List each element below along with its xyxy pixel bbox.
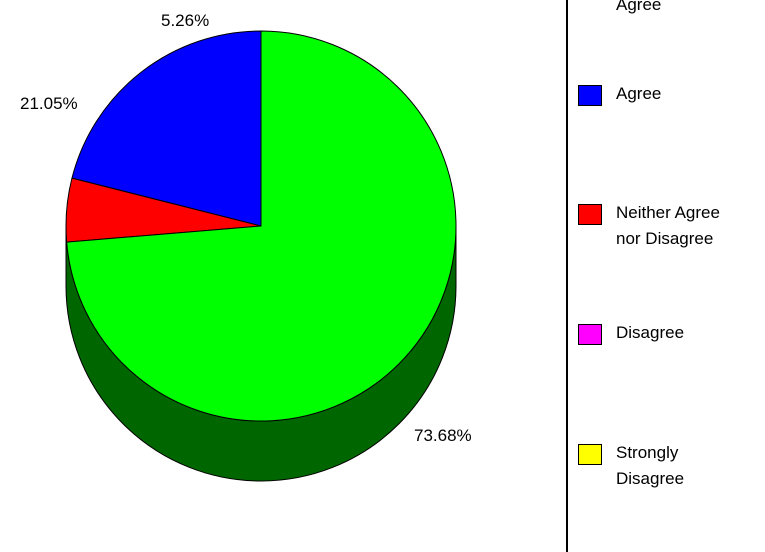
legend-label-neither: Neither Agree nor Disagree [616,203,720,248]
pie-slices [65,30,457,482]
legend-swatch-agree [578,85,602,106]
slice-label-strongly-agree: 73.68% [414,426,472,445]
legend-item-neither: Neither Agree nor Disagree [578,203,720,252]
pie-slice-agree [71,30,262,227]
legend-swatch-neither [578,204,602,225]
pie-slice-strongly-agree [66,30,457,422]
slice-label-agree: 21.05% [20,94,78,113]
slice-label-neither: 5.26% [161,11,209,30]
legend-border [566,0,568,552]
legend-swatch-strongly-disagree [578,444,602,465]
legend-label-disagree: Disagree [616,323,685,342]
legend-swatch-disagree [578,324,602,345]
legend-label-strongly-disagree: Strongly Disagree [616,443,685,488]
legend-item-disagree: Disagree [578,323,684,346]
legend-label-agree: Agree [616,84,662,103]
legend-item-agree: Agree [578,84,661,107]
legend-item-strongly-disagree: Strongly Disagree [578,443,684,492]
pie-chart: 21.05% 5.26% 73.68% [20,11,472,482]
legend-label-top-partial: Agree [616,0,662,14]
